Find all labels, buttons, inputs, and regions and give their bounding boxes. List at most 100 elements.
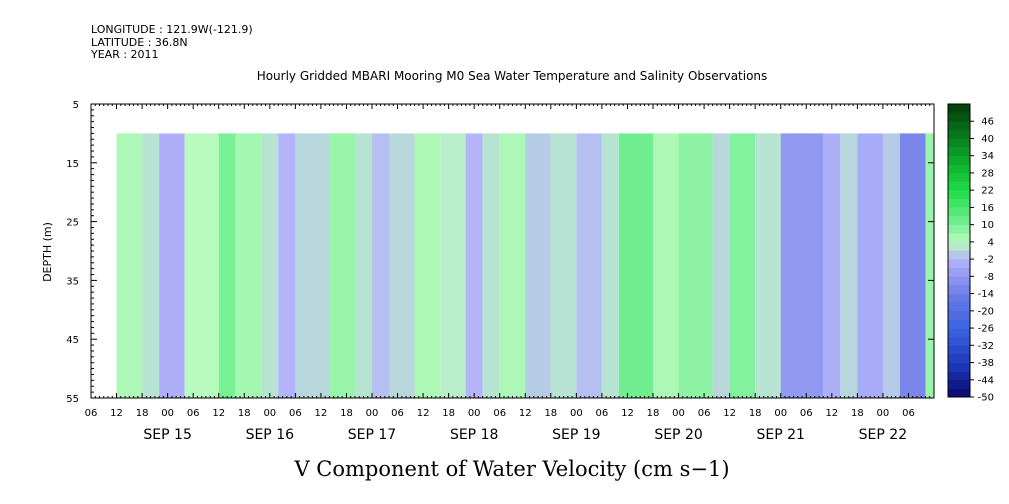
colorbar-bin xyxy=(948,371,970,381)
heatmap-cell xyxy=(218,133,236,398)
x-hour-tick-label: 18 xyxy=(136,408,149,419)
x-hour-tick-label: 18 xyxy=(544,408,557,419)
heatmap-cell xyxy=(482,133,500,398)
colorbar-bin xyxy=(948,155,970,165)
colorbar-bin xyxy=(948,233,970,243)
heatmap-cell xyxy=(295,133,330,398)
heatmap-cell xyxy=(440,133,466,398)
x-hour-tick-label: 06 xyxy=(187,408,200,419)
x-hour-tick-label: 18 xyxy=(442,408,455,419)
x-hour-tick-label: 06 xyxy=(493,408,506,419)
colorbar-bin xyxy=(948,112,970,122)
colorbar-bin xyxy=(948,138,970,148)
mooring-metadata: LONGITUDE : 121.9W(-121.9) LATITUDE : 36… xyxy=(91,23,253,62)
colorbar-bin xyxy=(948,104,970,113)
latitude-label: LATITUDE : 36.8N xyxy=(91,35,188,49)
colorbar-label: 40 xyxy=(981,134,994,145)
colorbar-label: 46 xyxy=(981,117,994,128)
x-hour-tick-label: 12 xyxy=(417,408,430,419)
colorbar-bin xyxy=(948,164,970,174)
heatmap-cell xyxy=(653,133,679,398)
x-hour-tick-label: 06 xyxy=(596,408,609,419)
x-day-label: SEP 22 xyxy=(859,427,907,443)
colorbar-bin xyxy=(948,328,970,337)
colorbar-label: -14 xyxy=(978,289,994,300)
x-hour-tick-label: 06 xyxy=(902,408,915,419)
colorbar-bin xyxy=(948,284,970,294)
colorbar-label: -50 xyxy=(978,393,994,404)
heatmap-cell xyxy=(184,133,219,398)
x-axis-hour-labels: 06 12 18 00 06 12 18 00 06 12 18 00 06 12 18 00 06 12 18 00… xyxy=(85,408,915,419)
x-hour-tick-label: 18 xyxy=(647,408,660,419)
colorbar-bin xyxy=(948,319,970,329)
colorbar-label: -44 xyxy=(978,375,994,386)
heatmap-cell xyxy=(142,133,160,398)
year-label: YEAR : 2011 xyxy=(91,48,159,61)
x-day-label: SEP 17 xyxy=(348,427,396,443)
longitude-label: LONGITUDE : 121.9W(-121.9) xyxy=(91,23,253,36)
heatmap-cell xyxy=(712,133,730,398)
colorbar-label: 10 xyxy=(981,220,994,231)
colorbar-bin xyxy=(948,129,970,139)
heatmap-cell xyxy=(372,133,390,398)
colorbar-label: -38 xyxy=(978,358,994,369)
heatmap-cell xyxy=(678,133,713,398)
heatmap-cell xyxy=(159,133,185,398)
colorbar-bin xyxy=(948,207,970,217)
x-hour-tick-label: 12 xyxy=(212,408,225,419)
x-hour-tick-label: 06 xyxy=(698,408,711,419)
x-hour-tick-label: 12 xyxy=(110,408,123,419)
x-hour-tick-label: 06 xyxy=(289,408,302,419)
heatmap-cell xyxy=(823,133,841,398)
heatmap-cell xyxy=(261,133,279,398)
colorbar: 46 40 34 28 22 16 10 4 -2 -8 -14 -20 -26 -32 -38 -44 -50 xyxy=(947,103,994,404)
colorbar-label: -8 xyxy=(984,272,994,283)
colorbar-label: 4 xyxy=(988,237,994,248)
colorbar-bin xyxy=(948,224,970,234)
colorbar-frame xyxy=(947,103,971,398)
colorbar-bin xyxy=(948,310,970,320)
heatmap-cell xyxy=(116,133,143,398)
colorbar-bin xyxy=(948,336,970,346)
y-tick-label: 5 xyxy=(73,100,79,111)
colorbar-bin xyxy=(948,181,970,191)
x-hour-tick-label: 18 xyxy=(851,408,864,419)
x-hour-tick-label: 00 xyxy=(672,408,685,419)
x-hour-tick-label: 18 xyxy=(238,408,251,419)
x-hour-tick-label: 06 xyxy=(85,408,98,419)
colorbar-bin xyxy=(948,362,970,372)
heatmap-cell xyxy=(729,133,756,398)
x-hour-tick-label: 12 xyxy=(825,408,838,419)
y-axis-label: DEPTH (m) xyxy=(41,222,54,282)
y-tick-label: 15 xyxy=(66,159,79,170)
x-day-label: SEP 15 xyxy=(143,427,191,443)
colorbar-label: 34 xyxy=(981,151,994,162)
heatmap-cell xyxy=(389,133,415,398)
x-hour-tick-label: 00 xyxy=(161,408,174,419)
x-axis-ticks xyxy=(90,104,935,398)
y-axis: 5 15 25 35 45 55 xyxy=(66,100,934,405)
heatmap-cell xyxy=(576,133,602,398)
colorbar-bin xyxy=(948,302,970,312)
x-hour-tick-label: 12 xyxy=(723,408,736,419)
x-hour-tick-label: 12 xyxy=(621,408,634,419)
heatmap-cell xyxy=(550,133,577,398)
colorbar-bin xyxy=(948,259,970,269)
y-tick-label: 45 xyxy=(66,335,79,346)
heatmap-cell xyxy=(618,133,653,398)
x-hour-tick-label: 12 xyxy=(519,408,532,419)
colorbar-bin xyxy=(948,267,970,277)
colorbar-bin xyxy=(948,293,970,303)
colorbar-bin xyxy=(948,172,970,182)
x-hour-tick-label: 00 xyxy=(774,408,787,419)
colorbar-bin xyxy=(948,388,970,398)
x-hour-tick-label: 00 xyxy=(366,408,379,419)
chart-title: Hourly Gridded MBARI Mooring M0 Sea Wate… xyxy=(257,69,768,83)
colorbar-bin xyxy=(948,276,970,286)
x-day-label: SEP 20 xyxy=(654,427,702,443)
colorbar-bin xyxy=(948,147,970,157)
heatmap-cell xyxy=(235,133,262,398)
heatmap-cell xyxy=(899,133,926,398)
colorbar-bin xyxy=(948,190,970,200)
